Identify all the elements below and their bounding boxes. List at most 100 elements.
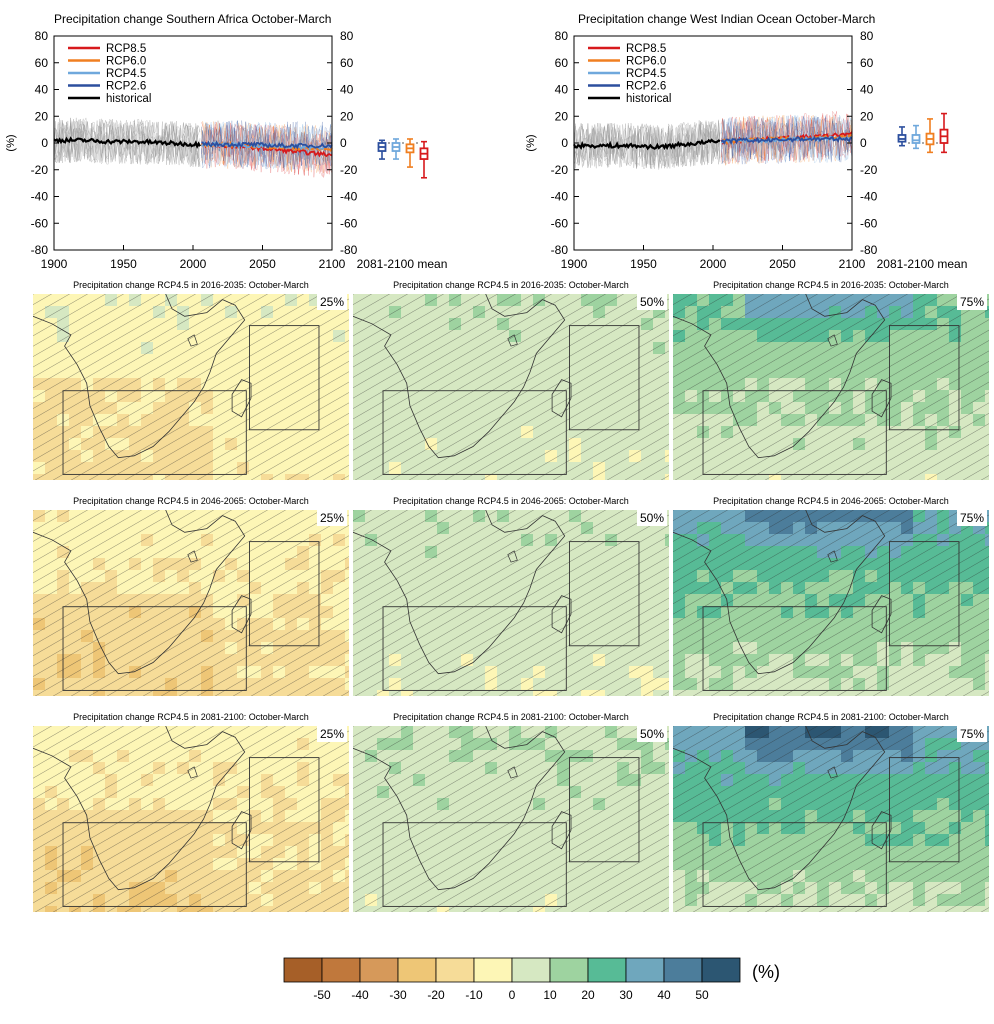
map-title: Precipitation change RCP4.5 in 2081-2100… (73, 712, 309, 722)
region-box-southern-africa (382, 606, 567, 691)
y-tick-label-right: 0 (340, 136, 347, 150)
significance-hatching (353, 294, 669, 480)
percentile-label: 75% (957, 726, 988, 742)
significance-hatching (673, 510, 989, 696)
region-box-west-indian-ocean (249, 757, 320, 863)
scenario-ensemble-member (201, 120, 333, 170)
scenario-ensemble-member (721, 114, 853, 165)
madagascar-outline (551, 595, 572, 634)
legend-label: RCP2.6 (106, 81, 146, 93)
map-title: Precipitation change RCP4.5 in 2016-2035… (713, 280, 949, 290)
region-box-southern-africa (62, 822, 247, 907)
y-tick-label: 0 (41, 136, 48, 150)
y-tick-label-right: 40 (860, 83, 874, 97)
scenario-ensemble-member (721, 116, 853, 166)
map-title: Precipitation change RCP4.5 in 2046-2065… (713, 496, 949, 506)
lake-outline (187, 550, 198, 563)
colorbar-tick-label: 0 (509, 988, 516, 1002)
percentile-label: 25% (317, 510, 348, 526)
precip-map (33, 510, 349, 696)
region-box-southern-africa (382, 390, 567, 475)
y-tick-label: -80 (31, 243, 49, 257)
coastline (33, 294, 246, 459)
region-box-west-indian-ocean (249, 541, 320, 647)
coastline (673, 726, 886, 891)
lake-outline (507, 334, 518, 347)
coastline (353, 726, 566, 891)
colorbar-bin (397, 957, 437, 983)
coastline (33, 726, 246, 891)
percentile-label: 75% (957, 510, 988, 526)
x-tick-label: 1950 (630, 257, 657, 271)
coastline (353, 510, 566, 675)
legend-label: historical (106, 93, 151, 105)
scenario-ensemble-member (721, 113, 853, 164)
scenario-ensemble-member (201, 122, 333, 171)
y-tick-label-right: 80 (340, 29, 354, 43)
precip-map (673, 726, 989, 912)
madagascar-outline (871, 595, 892, 634)
y-tick-label-right: 0 (860, 136, 867, 150)
colorbar-bin (283, 957, 323, 983)
timeseries-chart-west-indian-ocean: -80 -80 -60 -60 -40 -40 -20 -20 0 0 20 20 40 40 60 60 80… (525, 29, 968, 271)
colorbar-bin (359, 957, 399, 983)
scenario-ensemble-member (201, 122, 333, 175)
colorbar-tick-label: 20 (581, 988, 595, 1002)
region-box-southern-africa (702, 390, 887, 475)
colorbar-tick-label: 50 (695, 988, 709, 1002)
y-tick-label: -40 (31, 190, 49, 204)
y-tick-label: -80 (551, 243, 569, 257)
mean-period-label: 2081-2100 mean (877, 257, 968, 271)
colorbar-bin (701, 957, 741, 983)
region-box-southern-africa (702, 822, 887, 907)
region-box-west-indian-ocean (569, 757, 640, 863)
significance-hatching (353, 726, 669, 912)
colorbar-tick-label: -50 (313, 988, 331, 1002)
y-tick-label: 60 (35, 56, 49, 70)
percentile-label: 75% (957, 294, 988, 310)
percentile-label: 50% (637, 294, 668, 310)
map-title: Precipitation change RCP4.5 in 2016-2035… (393, 280, 629, 290)
y-tick-label-right: 20 (860, 109, 874, 123)
significance-hatching (33, 510, 349, 696)
colorbar-bin (321, 957, 361, 983)
y-tick-label: 0 (561, 136, 568, 150)
legend-label: RCP6.0 (626, 56, 666, 68)
madagascar-outline (231, 811, 252, 850)
colorbar-tick-label: -10 (465, 988, 483, 1002)
y-tick-label-right: 60 (340, 56, 354, 70)
y-tick-label: -20 (551, 163, 569, 177)
y-tick-label: 40 (555, 83, 569, 97)
madagascar-outline (551, 379, 572, 418)
significance-hatching (33, 726, 349, 912)
scenario-ensemble-member (721, 113, 853, 165)
colorbar-bin (625, 957, 665, 983)
y-tick-label: -60 (31, 216, 49, 230)
scenario-ensemble-member (721, 113, 853, 164)
scenario-ensemble-member (721, 116, 853, 162)
precip-map (673, 294, 989, 480)
legend-label: RCP4.5 (106, 68, 146, 80)
scenario-ensemble-member (721, 115, 853, 164)
madagascar-outline (551, 811, 572, 850)
x-tick-label: 1900 (561, 257, 588, 271)
colorbar-tick-label: 40 (657, 988, 671, 1002)
scenario-ensemble-member (201, 120, 333, 169)
legend-label: RCP8.5 (106, 43, 146, 55)
y-tick-label: 20 (555, 109, 569, 123)
region-box-southern-africa (702, 606, 887, 691)
y-tick-label-right: -40 (860, 190, 878, 204)
region-box-southern-africa (62, 390, 247, 475)
region-box-west-indian-ocean (889, 757, 960, 863)
lake-outline (827, 550, 838, 563)
madagascar-outline (231, 595, 252, 634)
colorbar-bin (511, 957, 551, 983)
y-tick-label: -60 (551, 216, 569, 230)
colorbar-tick-label: -30 (389, 988, 407, 1002)
region-box-west-indian-ocean (569, 541, 640, 647)
chart-title-southern-africa: Precipitation change Southern Africa Oct… (54, 12, 332, 26)
significance-hatching (673, 726, 989, 912)
colorbar-tick-label: -20 (427, 988, 445, 1002)
scenario-ensemble-member (201, 123, 333, 178)
colorbar-bin (663, 957, 703, 983)
